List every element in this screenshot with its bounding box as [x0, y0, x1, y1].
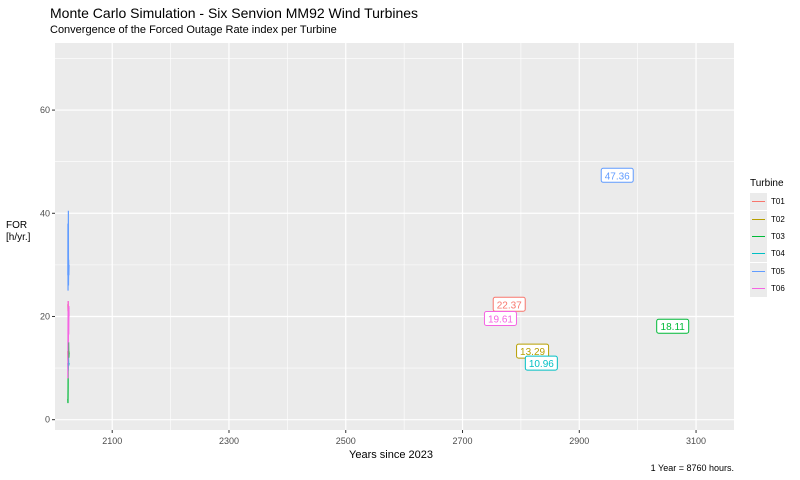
chart-title: Monte Carlo Simulation - Six Senvion MM9…: [50, 5, 419, 21]
y-tick-label: 0: [45, 415, 50, 425]
y-axis-label: FOR [h/yr.]: [6, 220, 30, 244]
chart-caption: 1 Year = 8760 hours.: [650, 463, 734, 473]
legend-key: [750, 210, 767, 228]
value-label-box-t03: [656, 318, 690, 334]
value-label-box-t04: [524, 355, 558, 371]
legend-key: [750, 245, 767, 263]
legend-item-t05: T05: [750, 262, 785, 280]
value-label-t02: 13.29: [520, 347, 545, 358]
legend: Turbine T01 T02 T03 T04 T05 T06: [750, 178, 785, 298]
chart-subtitle: Convergence of the Forced Outage Rate in…: [50, 24, 337, 36]
y-tick-label: 40: [40, 208, 50, 218]
y-tick-label: 20: [40, 311, 50, 321]
legend-label: T03: [771, 231, 785, 241]
value-label-box-t06: [483, 310, 517, 326]
legend-key: [750, 280, 767, 298]
series-line-t05: [67, 210, 70, 291]
legend-key: [750, 193, 767, 211]
x-tick-label: 2500: [336, 436, 356, 446]
y-axis-label-line2: [h/yr.]: [6, 232, 31, 243]
legend-label: T04: [771, 249, 785, 259]
panel-background: [55, 43, 734, 430]
series-line-t06: [67, 300, 70, 379]
x-tick-label: 2700: [453, 436, 473, 446]
legend-key-line: [752, 235, 765, 237]
legend-key-line: [752, 201, 765, 203]
legend-items: T01 T02 T03 T04 T05 T06: [750, 193, 785, 298]
legend-key-line: [752, 288, 765, 290]
legend-item-t01: T01: [750, 193, 785, 211]
x-axis-label: Years since 2023: [349, 449, 433, 461]
legend-label: T02: [771, 214, 785, 224]
x-tick-label: 3100: [686, 436, 706, 446]
legend-item-t02: T02: [750, 210, 785, 228]
value-label-box-t05: [600, 167, 634, 183]
legend-key: [750, 227, 767, 245]
value-label-t03: 18.11: [661, 322, 686, 333]
legend-label: T05: [771, 266, 785, 276]
y-axis-label-line1: FOR: [6, 220, 28, 231]
legend-title: Turbine: [750, 178, 784, 189]
x-tick-label: 2900: [569, 436, 589, 446]
value-label-t04: 10.96: [529, 359, 554, 370]
legend-key-line: [752, 218, 765, 220]
value-label-t05: 47.36: [605, 171, 630, 182]
legend-item-t03: T03: [750, 227, 785, 245]
legend-key-line: [752, 253, 765, 255]
legend-item-t04: T04: [750, 245, 785, 263]
x-tick-label: 2100: [102, 436, 122, 446]
legend-key-line: [752, 270, 765, 272]
x-tick-label: 2300: [219, 436, 239, 446]
legend-item-t06: T06: [750, 280, 785, 298]
legend-label: T01: [771, 197, 785, 207]
legend-key: [750, 262, 767, 280]
y-tick-label: 60: [40, 105, 50, 115]
legend-label: T06: [771, 284, 785, 294]
value-label-t06: 19.61: [488, 314, 513, 325]
value-label-t01: 22.37: [497, 300, 522, 311]
